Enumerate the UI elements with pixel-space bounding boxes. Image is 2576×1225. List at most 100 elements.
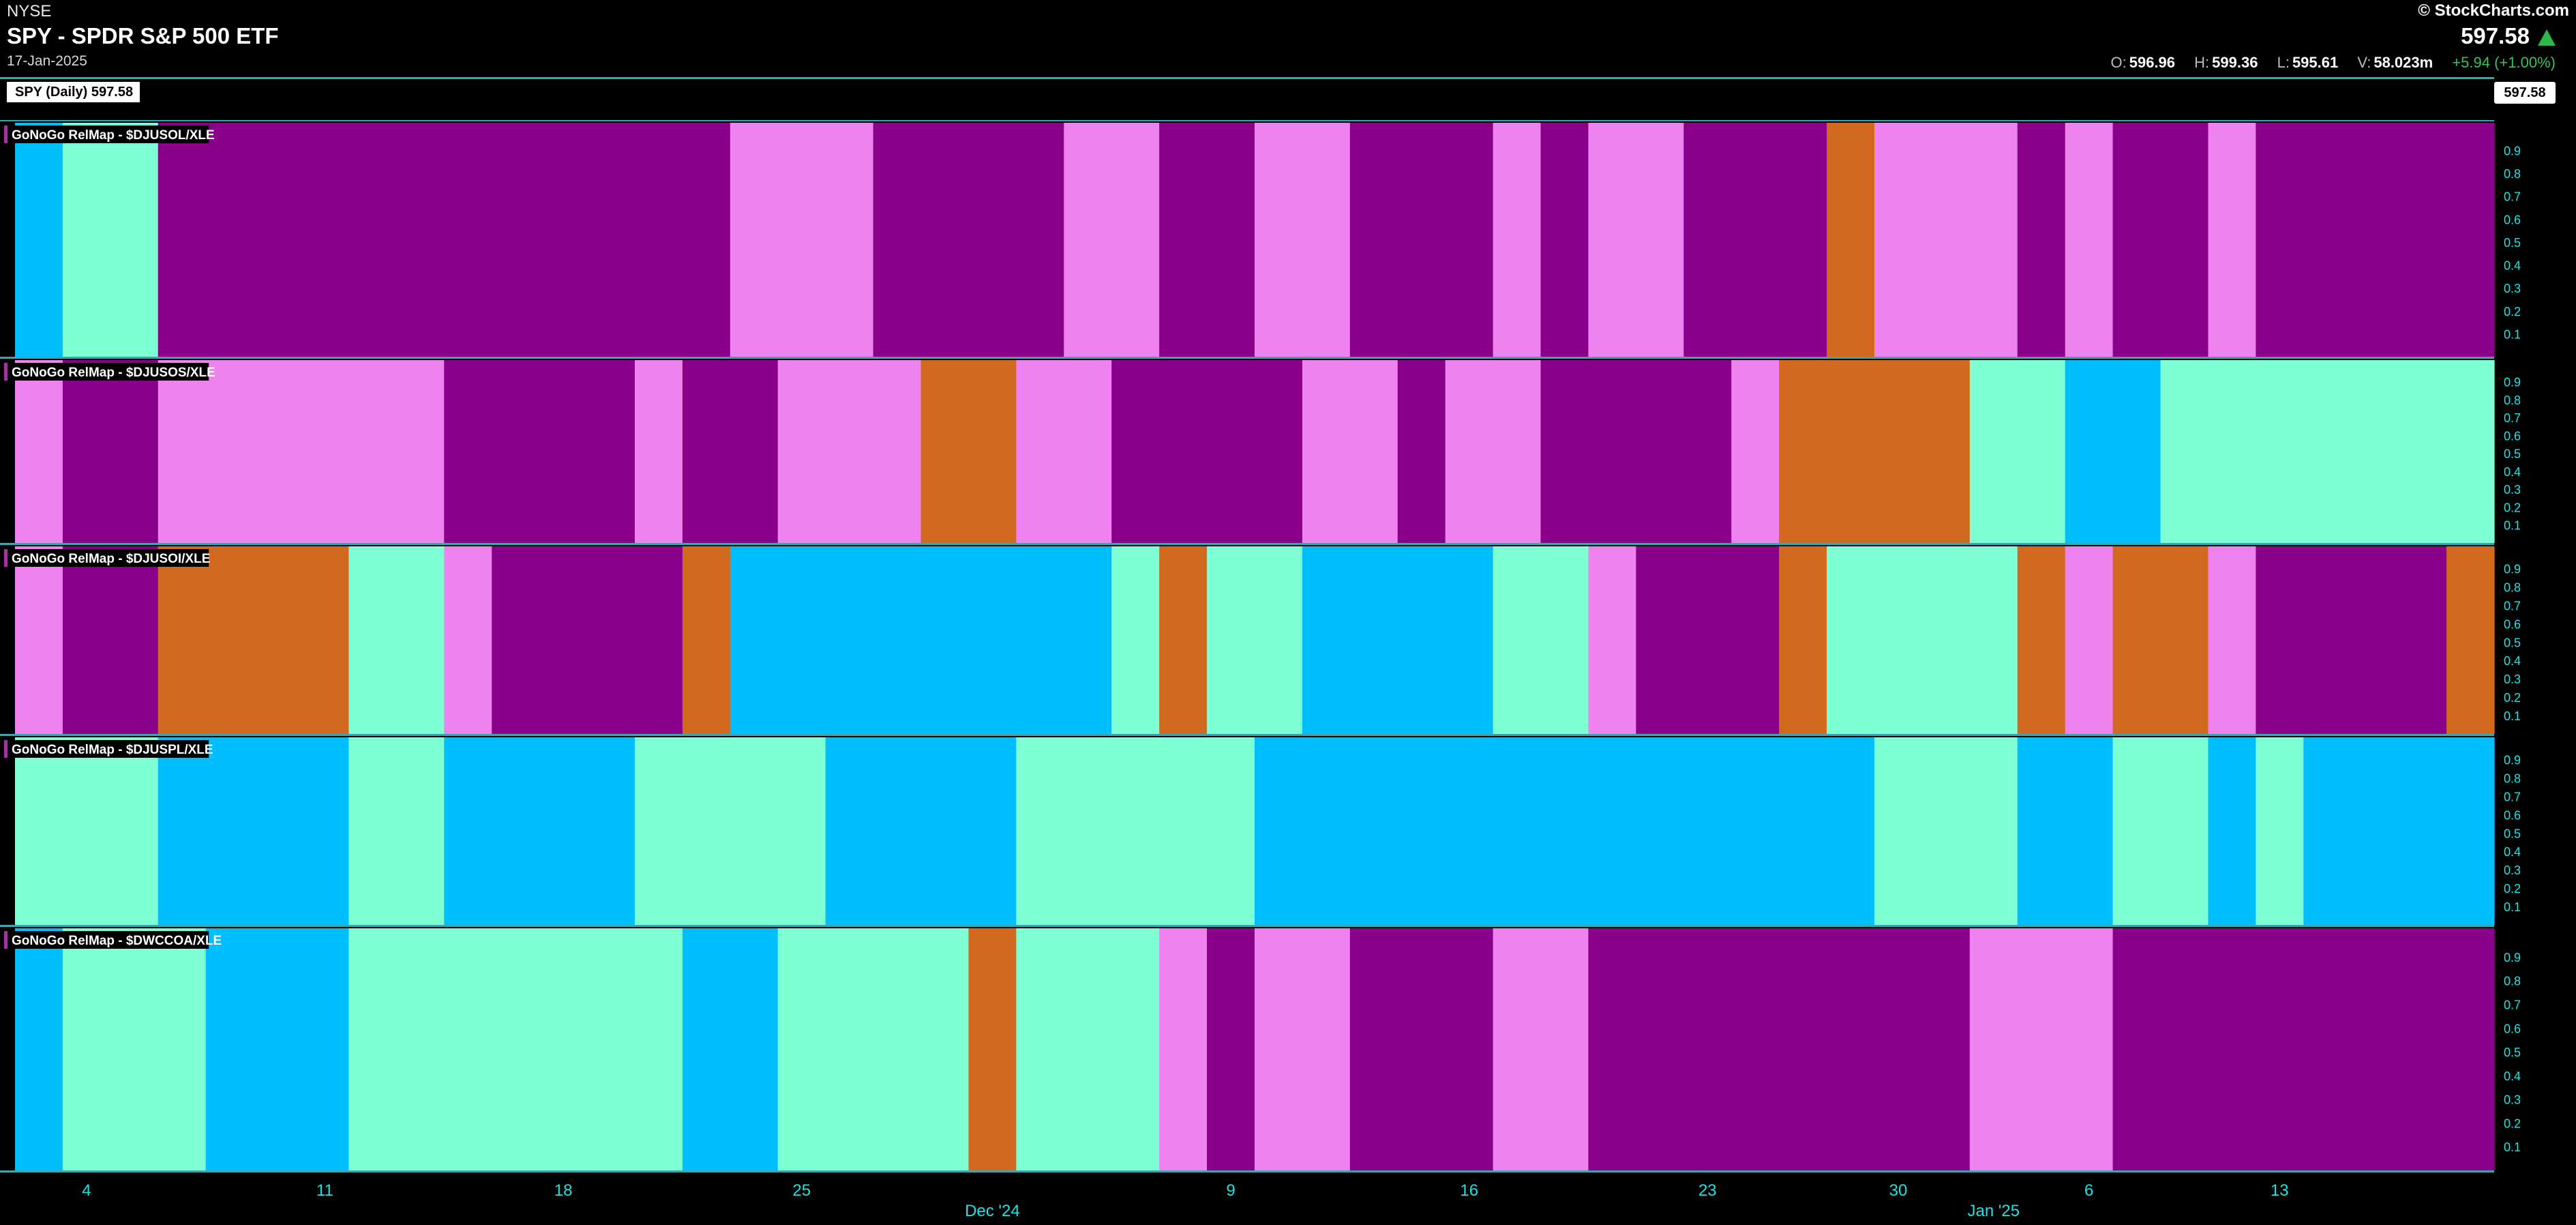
volume-label: V:: [2357, 54, 2371, 71]
relmap-segment: [1064, 123, 1160, 357]
relmap-segment: [1588, 546, 1636, 734]
relmap-segment: [15, 360, 63, 543]
y-tick-label: 0.8: [2504, 167, 2521, 181]
relmap-segment: [492, 546, 683, 734]
relmap-segment: [15, 928, 63, 1170]
relmap-segment: [1111, 360, 1303, 543]
x-axis-line: [0, 1170, 2494, 1172]
panel-label: GoNoGo RelMap - $DJUSOS/XLE: [12, 366, 215, 380]
ohlc-readout: O: 596.96 H: 599.36 L: 595.61 V: 58.023m +5.…: [2096, 54, 2556, 72]
relmap-segment: [2112, 546, 2209, 734]
panel-label-bg: [4, 740, 209, 758]
relmap-segment: [1969, 928, 2114, 1170]
y-tick-label: 0.6: [2504, 429, 2521, 443]
y-tick-label: 0.2: [2504, 1117, 2521, 1130]
price-up-icon: [2538, 29, 2556, 46]
panel-label: GoNoGo RelMap - $DJUSPL/XLE: [12, 743, 213, 757]
panel-edge: [0, 737, 15, 925]
x-tick-label: 25: [792, 1181, 811, 1200]
panel-divider: [0, 543, 2494, 545]
relmap-segment: [1159, 546, 1208, 734]
panel-label-marker: [4, 549, 8, 567]
y-tick-label: 0.5: [2504, 636, 2521, 649]
exchange-label: NYSE: [7, 2, 52, 20]
relmap-segment: [1827, 546, 2018, 734]
relmap-segment: [873, 123, 1064, 357]
last-price-row: 597.58: [2461, 23, 2556, 49]
relmap-segment: [15, 123, 63, 357]
y-tick-label: 0.8: [2504, 580, 2521, 594]
relmap-segment: [1016, 737, 1255, 925]
relmap-segment: [2446, 546, 2495, 734]
relmap-segment: [1493, 928, 1589, 1170]
relmap-segment: [2017, 737, 2114, 925]
relmap-panel: GoNoGo RelMap - $DJUSOI/XLE 0.9 0.8 0.7 0.6 0…: [0, 546, 2521, 736]
x-tick-label: 18: [554, 1181, 573, 1200]
panel-label-marker: [4, 931, 8, 949]
relmap-segment: [2256, 546, 2447, 734]
y-tick-label: 0.9: [2504, 754, 2521, 767]
panel-divider: [0, 357, 2494, 359]
y-tick-label: 0.9: [2504, 951, 2521, 964]
panel-edge: [0, 546, 15, 734]
relmap-panel: GoNoGo RelMap - $DJUSOS/XLE 0.9 0.8 0.7 0.6 0…: [0, 360, 2521, 545]
y-tick-label: 0.2: [2504, 882, 2521, 896]
relmap-segment: [1969, 360, 2066, 543]
relmap-segment: [348, 546, 445, 734]
relmap-segment: [1349, 123, 1494, 357]
relmap-segment: [444, 546, 492, 734]
relmap-segment: [730, 546, 1112, 734]
panel-label-marker: [4, 740, 8, 758]
y-tick-label: 0.6: [2504, 213, 2521, 226]
panel-label: GoNoGo RelMap - $DWCCOA/XLE: [12, 934, 222, 948]
panel-edge: [0, 123, 15, 357]
relmap-segment: [1111, 546, 1160, 734]
relmap-segment: [15, 546, 63, 734]
relmap-segment: [444, 360, 635, 543]
y-tick-label: 0.3: [2504, 282, 2521, 295]
relmap-segment: [635, 360, 683, 543]
y-tick-label: 0.6: [2504, 617, 2521, 631]
y-tick-label: 0.8: [2504, 394, 2521, 407]
y-tick-label: 0.9: [2504, 376, 2521, 389]
relmap-segment: [1255, 928, 1351, 1170]
relmap-segment: [444, 737, 635, 925]
x-tick-label: 6: [2084, 1181, 2093, 1200]
y-tick-label: 0.9: [2504, 145, 2521, 158]
relmap-segment: [1016, 360, 1112, 543]
y-tick-label: 0.2: [2504, 305, 2521, 319]
relmap-segment: [635, 737, 826, 925]
relmap-segment: [1827, 123, 1875, 357]
relmap-segment: [1588, 123, 1684, 357]
y-tick-label: 0.5: [2504, 827, 2521, 840]
y-tick-label: 0.1: [2504, 519, 2521, 533]
relmap-segment: [2065, 360, 2161, 543]
high-label: H:: [2194, 54, 2210, 71]
panel-divider: [0, 925, 2494, 927]
x-month-label: Jan '25: [1967, 1202, 2020, 1220]
spy-label-marker: [3, 82, 7, 102]
relmap-panel: GoNoGo RelMap - $DWCCOA/XLE 0.9 0.8 0.7 0.6 0…: [0, 928, 2521, 1172]
relmap-segment: [825, 737, 1017, 925]
relmap-segment: [348, 737, 445, 925]
relmap-segment: [2256, 123, 2495, 357]
open-label: O:: [2110, 54, 2127, 71]
relmap-segment: [348, 928, 683, 1170]
panel-label-bg: [4, 931, 209, 949]
relmap-segment: [2208, 123, 2256, 357]
high-value: 599.36: [2212, 54, 2258, 71]
relmap-segment: [1779, 546, 1827, 734]
relmap-segment: [1493, 546, 1589, 734]
y-tick-label: 0.5: [2504, 1046, 2521, 1059]
y-tick-label: 0.7: [2504, 999, 2521, 1012]
relmap-segment: [1255, 737, 1875, 925]
panel-label-marker: [4, 126, 8, 143]
spy-price-tag: 597.58: [2494, 82, 2556, 104]
relmap-segment: [2112, 928, 2495, 1170]
volume-value: 58.023m: [2373, 54, 2433, 71]
y-tick-label: 0.3: [2504, 673, 2521, 686]
relmap-segment: [2208, 546, 2256, 734]
y-tick-label: 0.7: [2504, 790, 2521, 803]
y-tick-label: 0.4: [2504, 1069, 2521, 1083]
relmap-segment: [2112, 737, 2209, 925]
